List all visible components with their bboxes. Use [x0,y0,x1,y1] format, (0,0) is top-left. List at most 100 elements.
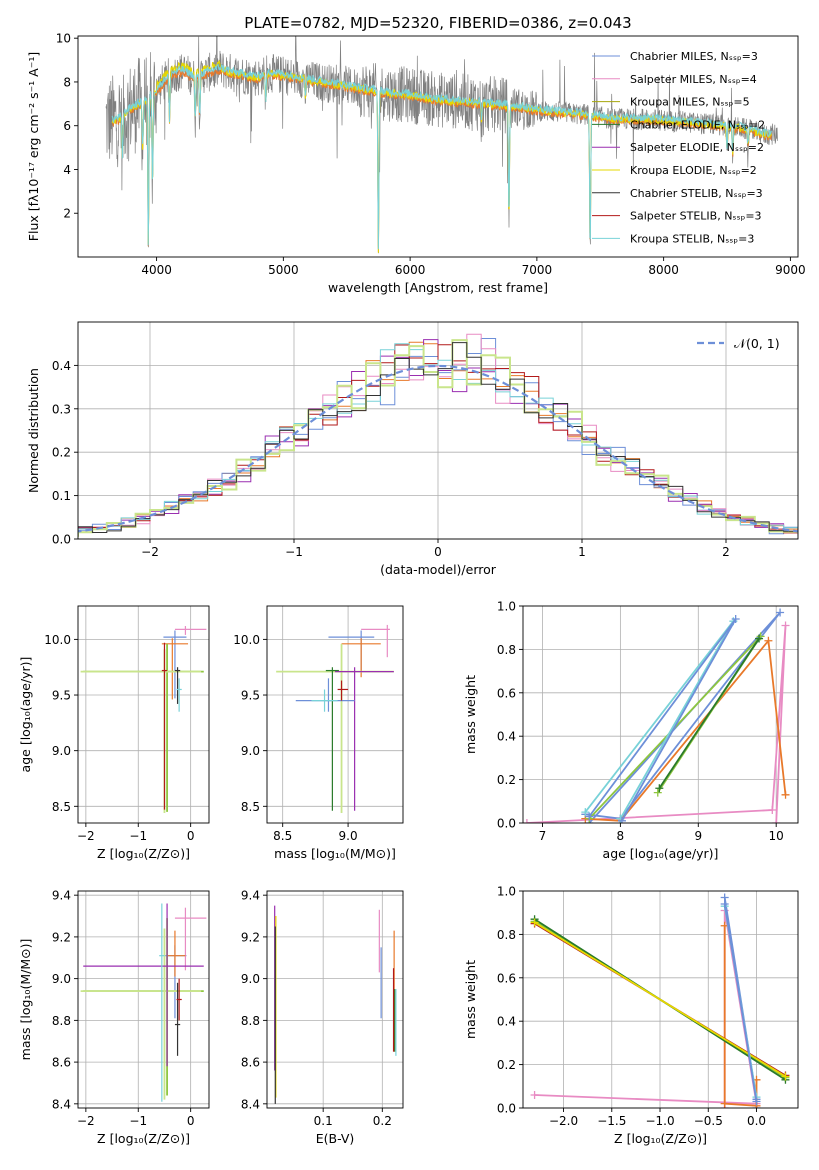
x-axis-label: wavelength [Angstrom, rest frame] [328,280,548,295]
observed-spectrum-line [105,36,778,254]
weight-series-line [723,903,758,1102]
weight-marker [617,816,626,823]
x-tick-label: 0 [434,545,442,559]
errorbar-point [311,689,338,712]
y-axis-label: mass [log₁₀(M/M⊙)] [18,939,33,1061]
x-tick-label: 1 [578,545,586,559]
y-tick-label: 8.4 [52,1097,71,1111]
y-tick-label: 8.5 [241,800,260,814]
axes-frame: 7 8 9 10 0.0 0.2 0.4 0.6 0.8 1.0 age [log₁₀(age/yr… [463,600,799,861]
weight-series-line [526,625,787,823]
weight-marker [755,634,764,643]
spectrum-title: PLATE=0782, MJD=52320, FIBERID=0386, z=0… [244,14,631,32]
axes-border [77,890,210,1109]
legend-entry: Kroupa STELIB, Nₛₛₚ=3 [630,232,754,245]
plot-area [105,36,778,254]
weight-marker [764,636,773,645]
x-tick-label: −2 [77,829,95,843]
weight-marker [720,900,729,909]
x-axis-label: E(B-V) [316,1131,355,1146]
x-axis-label: age [log₁₀(age/yr)] [603,846,719,861]
y-axis-label: mass weight [463,960,478,1039]
weight-marker [776,608,785,617]
y-tick-label: 10 [56,32,71,46]
y-axis-label: Normed distribution [26,368,41,493]
x-tick-label: −2 [77,1114,95,1128]
weight-marker [653,788,662,797]
errorbar-point [159,903,165,1102]
y-tick-label: 9.5 [52,689,71,703]
axes-frame: −2 −1 0 8.4 8.6 8.8 9.0 9.2 9.4 Z [log₁₀(Z/Z⊙)] ma… [18,889,210,1146]
y-tick-label: 0.8 [497,928,516,942]
legend-entry: Salpeter MILES, Nₛₛₚ=4 [630,73,757,86]
x-tick-label: 8000 [648,263,679,277]
y-tick-label: 8.5 [52,800,71,814]
plot-area [276,624,394,813]
axes-frame: 4000 5000 6000 7000 8000 9000 2 4 6 8 10 wavelength… [26,32,806,295]
axes-frame: 8.5 9.0 8.5 9.0 9.5 10.0 mass [log₁₀(M/M⊙)] [233,605,404,861]
x-tick-label: 8 [617,829,625,843]
y-axis-label: age [log₁₀(age/yr)] [18,657,33,773]
x-tick-label: −2 [141,545,159,559]
weight-series-line [585,638,787,822]
plot-area [78,333,798,537]
y-tick-label: 0.6 [497,971,516,985]
y-tick-label: 0.4 [497,730,516,744]
x-tick-label: 4000 [141,263,172,277]
errorbar-point [83,643,204,812]
legend-entry: Salpeter ELODIE, Nₛₛₚ=2 [630,141,764,154]
x-axis-label: Z [log₁₀(Z/Z⊙)] [614,1131,707,1146]
y-tick-label: 9.0 [52,972,71,986]
x-tick-label: 0.2 [373,1114,392,1128]
axes-border [522,605,799,824]
errorbar-point [361,624,390,658]
y-tick-label: 9.0 [241,744,260,758]
x-tick-label: 2 [722,545,730,559]
x-axis-label: Z [log₁₀(Z/Z⊙)] [97,1131,190,1146]
residual-legend: 𝒩(0, 1) [697,336,780,351]
y-tick-label: 8.8 [241,1014,260,1028]
spectrum-legend: Chabrier MILES, Nₛₛₚ=3 Salpeter MILES, Nₛ… [592,50,765,245]
y-tick-label: 9.5 [241,689,260,703]
weight-marker [523,819,531,823]
x-tick-label: 0 [187,829,195,843]
y-tick-label: 0.4 [52,359,71,373]
model-spectrum-line [111,63,772,250]
errorbar-point [174,982,181,1056]
errorbar-point [176,678,182,712]
x-tick-label: 7000 [522,263,553,277]
weight-marker [720,1099,729,1108]
errorbar-point [167,930,186,977]
legend-entry: 𝒩(0, 1) [734,336,780,351]
weight-series-line [658,638,760,789]
y-tick-label: 0.2 [497,1058,516,1072]
x-tick-label: −1.0 [645,1114,674,1128]
x-axis-label: Z [log₁₀(Z/Z⊙)] [97,846,190,861]
legend-entry: Kroupa MILES, Nₛₛₚ=5 [630,96,750,109]
errorbar-point [174,667,181,704]
x-tick-label: 0 [187,1114,195,1128]
y-tick-label: 0.2 [497,773,516,787]
errorbar-point [161,642,168,810]
weight-marker [781,790,790,799]
x-tick-label: 0.0 [747,1114,766,1128]
x-tick-label: 7 [539,829,547,843]
errorbar-point [174,626,207,635]
axes-border [522,890,799,1109]
errorbar-point [80,649,202,813]
y-tick-label: 8.8 [52,1014,71,1028]
errorbar-point [328,630,375,671]
errorbar-point [335,667,394,811]
weight-series-line [534,921,786,1078]
y-tick-label: 9.2 [52,930,71,944]
weight-marker [530,918,539,927]
weight-marker [585,812,594,821]
weight-marker [655,784,664,793]
y-tick-label: 8.6 [52,1056,71,1070]
y-tick-label: 0.2 [52,446,71,460]
y-tick-label: 0.6 [497,686,516,700]
panel-age_vs_mass [267,606,403,823]
panel-age_vs_Z [78,606,209,823]
axes-frame: −2 −1 0 8.5 9.0 9.5 10.0 Z [log₁₀(Z/Z⊙)] age [lo… [18,605,210,861]
